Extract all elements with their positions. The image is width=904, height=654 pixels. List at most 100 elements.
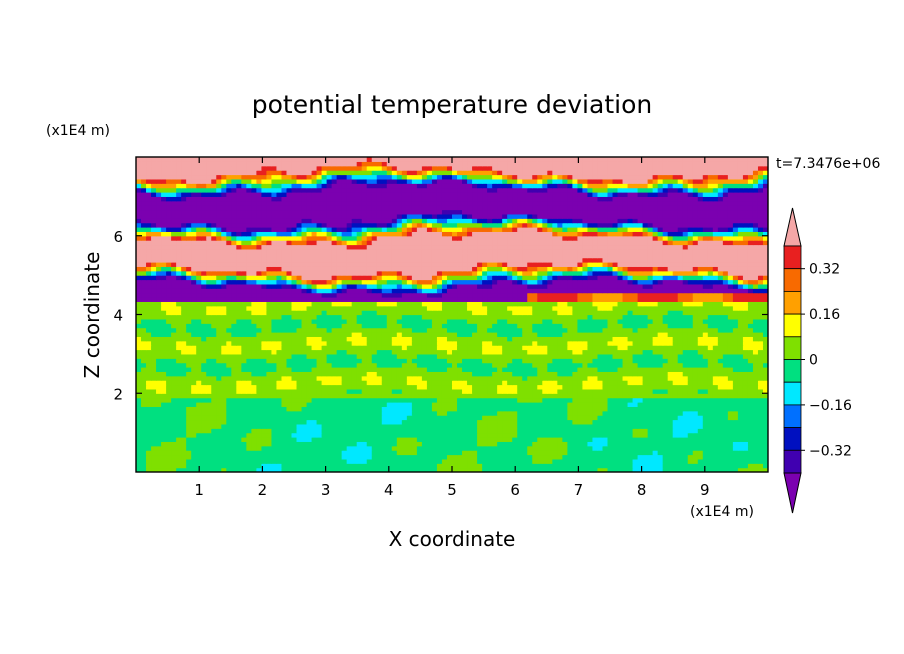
- field-cell: [672, 445, 679, 451]
- field-cell: [236, 380, 242, 386]
- field-cell: [677, 318, 684, 324]
- field-cell: [712, 314, 719, 320]
- field-cell: [366, 397, 373, 403]
- field-cell: [301, 336, 308, 342]
- field-cell: [677, 375, 684, 381]
- field-cell: [472, 301, 478, 307]
- field-cell: [396, 410, 403, 416]
- field-cell: [311, 445, 318, 451]
- field-cell: [687, 349, 694, 355]
- field-cell: [236, 441, 242, 447]
- field-cell: [376, 336, 383, 342]
- field-cell: [547, 441, 553, 447]
- field-cell: [672, 406, 679, 412]
- field-cell: [562, 388, 568, 394]
- field-cell: [331, 371, 338, 377]
- field-cell: [156, 458, 162, 464]
- field-cell: [672, 345, 679, 351]
- field-cell: [186, 393, 192, 399]
- field-cell: [141, 458, 147, 464]
- field-cell: [492, 388, 498, 394]
- field-cell: [201, 301, 207, 307]
- field-cell: [311, 362, 318, 368]
- field-cell: [176, 402, 182, 407]
- field-cell: [321, 458, 328, 464]
- field-cell: [752, 327, 759, 333]
- field-cell: [406, 406, 413, 412]
- field-cell: [406, 349, 413, 355]
- field-cell: [627, 358, 634, 364]
- field-cell: [446, 415, 453, 421]
- field-cell: [241, 301, 247, 307]
- field-cell: [296, 297, 303, 302]
- field-cell: [747, 432, 754, 438]
- field-cell: [241, 463, 247, 469]
- field-cell: [411, 419, 418, 425]
- field-cell: [291, 332, 298, 337]
- field-cell: [321, 380, 328, 386]
- field-cell: [216, 301, 222, 307]
- field-cell: [467, 349, 473, 355]
- field-cell: [166, 437, 172, 442]
- field-cell: [482, 349, 488, 355]
- field-cell: [436, 327, 443, 333]
- field-cell: [221, 332, 227, 337]
- field-cell: [396, 406, 403, 412]
- field-cell: [532, 406, 538, 412]
- field-cell: [231, 345, 237, 351]
- field-cell: [617, 458, 624, 464]
- field-cell: [236, 340, 242, 346]
- field-cell: [647, 353, 654, 359]
- field-cell: [712, 397, 719, 403]
- field-cell: [216, 402, 222, 407]
- field-cell: [732, 454, 739, 460]
- field-cell: [136, 410, 142, 416]
- field-cell: [406, 336, 413, 342]
- field-cell: [281, 454, 288, 460]
- field-cell: [141, 463, 147, 469]
- field-cell: [627, 397, 634, 403]
- field-cell: [426, 375, 433, 381]
- field-cell: [446, 428, 453, 434]
- field-cell: [396, 327, 403, 333]
- field-cell: [567, 388, 573, 394]
- field-cell: [356, 367, 363, 372]
- field-cell: [462, 415, 468, 421]
- field-cell: [452, 415, 458, 421]
- field-cell: [467, 297, 473, 302]
- field-cell: [266, 314, 273, 320]
- field-cell: [662, 380, 669, 386]
- field-cell: [321, 393, 328, 399]
- field-cell: [136, 428, 142, 434]
- field-cell: [537, 450, 543, 456]
- field-cell: [657, 314, 664, 320]
- field-cell: [311, 332, 318, 337]
- field-cell: [386, 332, 393, 337]
- field-cell: [587, 318, 594, 324]
- field-cell: [667, 437, 674, 442]
- field-cell: [176, 375, 182, 381]
- field-cell: [697, 371, 704, 377]
- field-cell: [151, 332, 157, 337]
- field-cell: [552, 310, 558, 316]
- field-cell: [702, 314, 709, 320]
- field-cell: [502, 310, 508, 316]
- field-cell: [351, 349, 358, 355]
- field-cell: [632, 301, 639, 307]
- field-cell: [311, 467, 318, 472]
- field-cell: [231, 415, 237, 421]
- field-cell: [637, 437, 644, 442]
- field-cell: [752, 349, 759, 355]
- field-cell: [737, 419, 744, 425]
- field-cell: [637, 380, 644, 386]
- field-cell: [652, 428, 659, 434]
- field-cell: [752, 402, 759, 407]
- field-cell: [567, 410, 573, 416]
- field-cell: [321, 419, 328, 425]
- field-cell: [251, 423, 257, 429]
- field-cell: [467, 445, 473, 451]
- field-cell: [677, 393, 684, 399]
- field-cell: [467, 301, 473, 307]
- field-cell: [672, 371, 679, 377]
- field-cell: [381, 397, 388, 403]
